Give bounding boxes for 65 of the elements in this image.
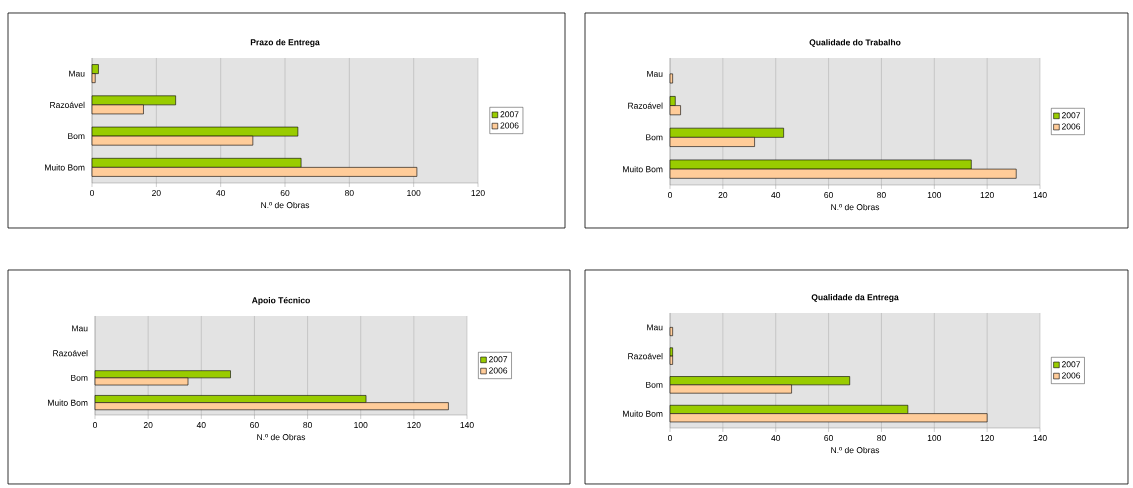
x-tick-label: 120 <box>980 435 994 442</box>
chart-title: Qualidade da Entrega <box>811 294 899 302</box>
x-tick-label: 100 <box>407 190 421 197</box>
x-tick-label: 120 <box>471 190 485 197</box>
legend-label: 2006 <box>489 367 508 374</box>
x-tick-label: 0 <box>667 435 673 442</box>
x-tick-label: 40 <box>216 190 226 197</box>
x-tick-label: 60 <box>824 192 833 199</box>
y-tick-label: Razoável <box>50 101 85 109</box>
x-tick-label: 0 <box>89 190 95 197</box>
x-tick-label: 40 <box>771 435 781 442</box>
x-tick-label: 60 <box>250 422 259 429</box>
y-tick-label: Muito Bom <box>45 164 85 171</box>
x-tick-label: 60 <box>824 435 833 442</box>
y-tick-label: Bom <box>646 134 663 141</box>
y-tick-label: Bom <box>71 374 88 381</box>
legend-label: 2006 <box>1061 123 1081 130</box>
x-tick-label: 80 <box>344 190 354 197</box>
x-axis-title: N.º de Obras <box>257 433 306 441</box>
x-axis-title: N.º de Obras <box>261 201 310 209</box>
legend-label: 2006 <box>500 122 519 129</box>
chart-title: Prazo de Entrega <box>250 39 320 47</box>
y-tick-label: Muito Bom <box>623 410 663 417</box>
chart-title: Apoio Técnico <box>251 296 310 305</box>
x-tick-label: 100 <box>927 192 942 199</box>
y-tick-label: Mau <box>647 70 663 77</box>
legend-label: 2007 <box>489 356 508 363</box>
x-tick-label: 20 <box>152 190 161 197</box>
legend-label: 2007 <box>1061 361 1081 368</box>
legend-label: 2006 <box>1061 372 1081 379</box>
x-tick-label: 140 <box>1033 192 1047 199</box>
y-tick-label: Razoável <box>628 102 663 109</box>
x-tick-label: 20 <box>718 192 728 199</box>
x-tick-label: 80 <box>877 435 886 442</box>
legend-label: 2007 <box>1061 112 1081 119</box>
x-tick-label: 20 <box>143 422 153 429</box>
legend-label: 2007 <box>500 111 519 118</box>
x-tick-label: 60 <box>280 190 290 197</box>
y-tick-label: Mau <box>647 324 663 331</box>
y-tick-label: Mau <box>72 325 88 332</box>
x-tick-label: 100 <box>927 435 942 442</box>
x-tick-label: 20 <box>718 435 728 442</box>
x-tick-label: 100 <box>354 422 368 429</box>
x-tick-label: 80 <box>303 422 312 429</box>
chart-title: Qualidade do Trabalho <box>809 39 901 47</box>
x-tick-label: 140 <box>1033 435 1047 442</box>
x-tick-label: 140 <box>460 422 474 429</box>
x-tick-label: 120 <box>980 192 994 199</box>
y-tick-label: Mau <box>69 70 85 77</box>
x-tick-label: 80 <box>877 192 886 199</box>
x-tick-label: 40 <box>196 422 206 429</box>
y-tick-label: Muito Bom <box>623 165 663 173</box>
x-tick-label: 0 <box>92 422 98 429</box>
x-tick-label: 0 <box>667 192 673 199</box>
bar <box>669 73 673 84</box>
y-tick-label: Bom <box>68 133 85 140</box>
x-axis-title: N.º de Obras <box>831 446 880 454</box>
y-tick-label: Razoável <box>628 352 663 360</box>
y-tick-label: Razoável <box>53 349 88 357</box>
x-axis-title: N.º de Obras <box>831 203 880 211</box>
y-tick-label: Muito Bom <box>48 399 88 406</box>
bar <box>669 327 673 336</box>
x-tick-label: 40 <box>771 192 781 199</box>
x-tick-label: 120 <box>407 422 421 429</box>
y-tick-label: Bom <box>646 381 663 388</box>
